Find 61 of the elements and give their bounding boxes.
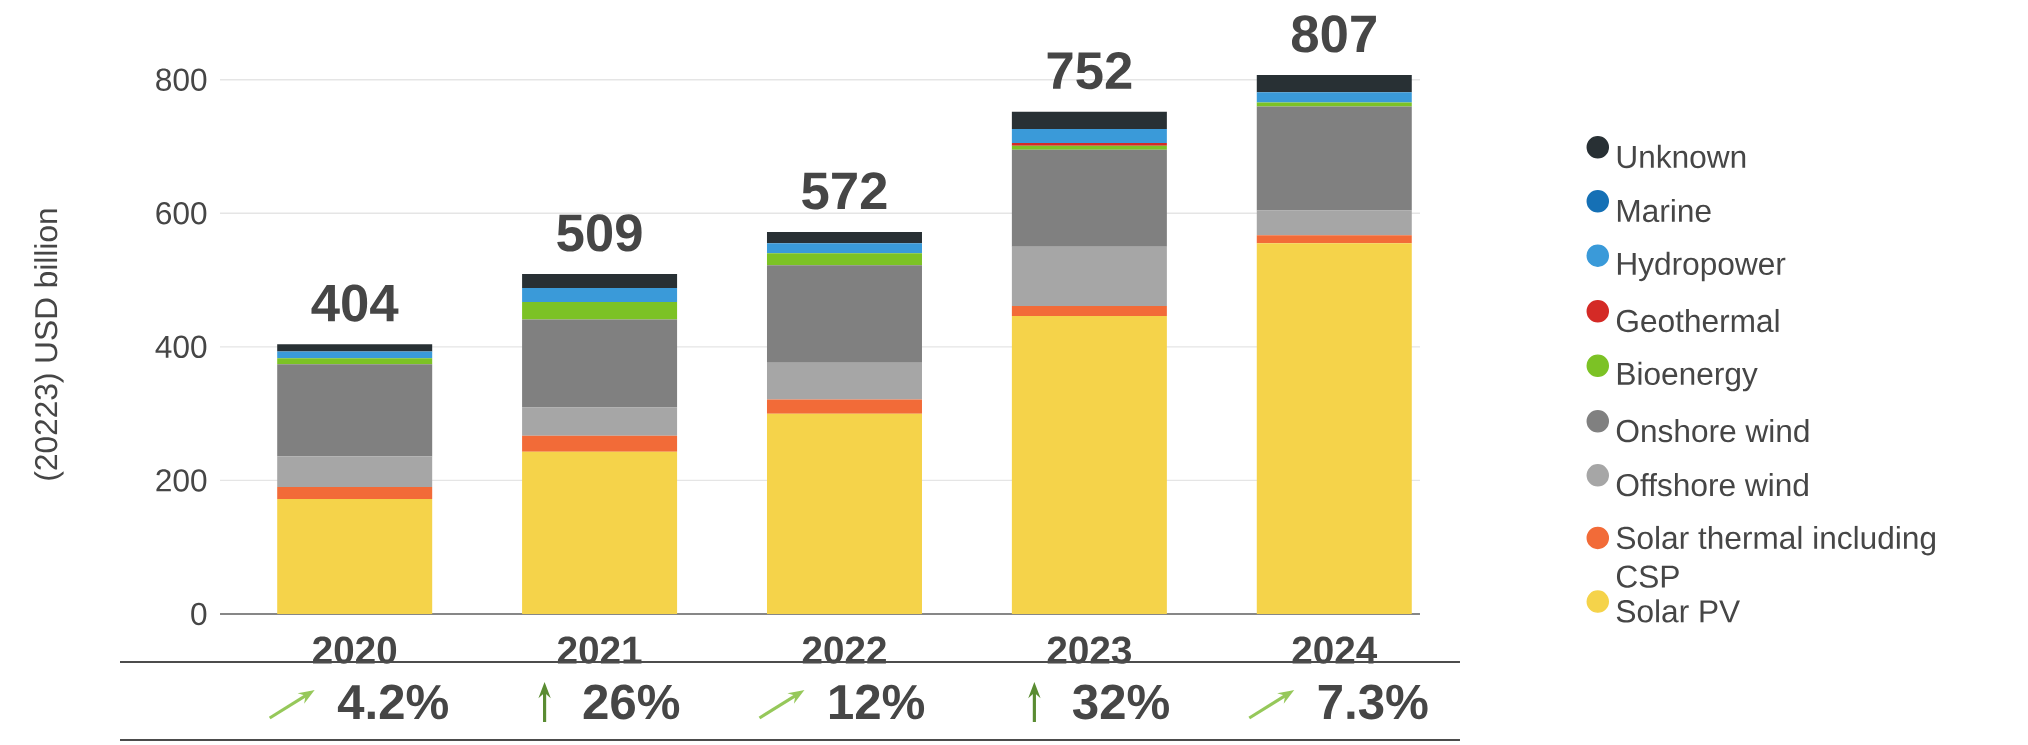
bar (1256, 75, 1412, 93)
bar (277, 456, 433, 488)
bar (522, 288, 678, 303)
total-label: 572 (802, 172, 887, 210)
bar (766, 362, 922, 400)
bar (766, 399, 922, 414)
text: 12% (829, 684, 925, 720)
bar (1011, 145, 1167, 150)
bar (766, 265, 922, 363)
bar (277, 364, 433, 457)
legend-label: Marine (1617, 198, 1711, 223)
bar (522, 435, 678, 452)
bar (522, 451, 678, 614)
bar (277, 499, 433, 614)
bar (522, 302, 678, 320)
legend-label: Bioenergy (1617, 361, 1758, 392)
text: 26% (583, 684, 680, 720)
bar (1011, 149, 1167, 247)
bar (1256, 102, 1412, 107)
legend-label: Offshore wind (1616, 473, 1808, 497)
bar (1256, 243, 1412, 614)
bar (277, 344, 433, 352)
bar (766, 231, 922, 244)
bar (1256, 235, 1412, 244)
bar (766, 413, 922, 614)
bar (522, 407, 678, 436)
bar (766, 253, 922, 266)
bar (1011, 316, 1167, 614)
legend-label: Solar PV (1616, 599, 1740, 623)
y-axis-title: (20223) USD billion (34, 209, 64, 480)
bar (1256, 92, 1412, 103)
y-tick-label: 200 (156, 469, 207, 492)
legend-label: Onshore wind (1616, 418, 1809, 443)
legend-label: Unknown (1617, 144, 1746, 169)
bar (1011, 246, 1167, 307)
text: 32% (1072, 684, 1169, 720)
legend-label: Solar thermal including CSP (1616, 525, 1935, 588)
bar (1011, 306, 1167, 317)
bar (1256, 106, 1412, 211)
legend-label: Geothermal (1616, 308, 1779, 333)
bar (1011, 143, 1167, 146)
bar (277, 487, 433, 500)
text: 4.2% (337, 684, 448, 720)
bar (1011, 111, 1167, 130)
bar (522, 319, 678, 408)
y-tick-label: 600 (156, 202, 207, 225)
total-label: 509 (557, 214, 642, 252)
bar (1256, 210, 1412, 236)
y-tick-label: 400 (155, 335, 207, 359)
bar (277, 358, 433, 365)
bar (766, 243, 922, 254)
bar (277, 351, 433, 359)
bar (1011, 129, 1167, 144)
total-label: 404 (311, 284, 399, 322)
y-tick-label: 800 (156, 68, 207, 91)
bar (522, 274, 678, 289)
total-label: 807 (1291, 15, 1376, 53)
text: 7.3% (1318, 684, 1428, 720)
total-label: 752 (1047, 51, 1132, 90)
y-tick-label: 0 (191, 602, 207, 626)
legend-label: Hydropower (1617, 251, 1786, 282)
